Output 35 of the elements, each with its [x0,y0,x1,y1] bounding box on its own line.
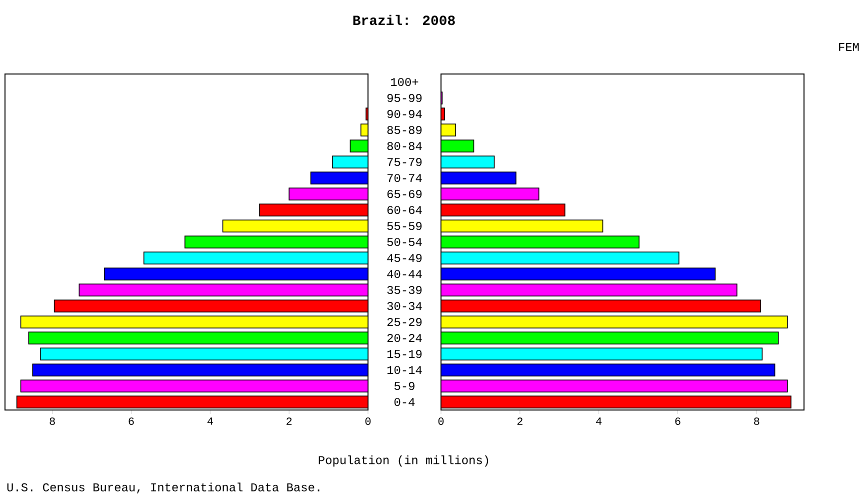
x-tick-label: 2 [517,418,522,425]
y-tick-label: 90-94 [387,110,422,118]
x-tick-label: 0 [365,418,371,425]
y-tick-label: 30-34 [387,302,422,310]
x-tick-label: 6 [128,418,134,425]
y-tick-label: 15-19 [387,350,422,358]
x-tick-label: 8 [754,418,760,425]
x-tick-label: 4 [596,418,602,425]
y-tick-label: 70-74 [387,174,422,182]
y-tick-label: 10-14 [387,366,422,374]
y-tick-label: 40-44 [387,270,422,278]
y-tick-label: 60-64 [387,206,422,214]
text: Brazil: 2008 [353,14,455,26]
x-axis-title: Population (in millions) [318,455,488,467]
y-tick-label: 95-99 [387,94,422,102]
y-tick-label: 25-29 [387,318,422,326]
y-tick-label: 20-24 [387,334,422,342]
y-tick-label: 5-9 [394,382,414,390]
y-tick-label: 75-79 [387,158,422,166]
y-tick-label: 35-39 [387,286,422,294]
text: FEM [839,43,859,51]
x-tick-label: 6 [675,418,680,425]
y-tick-label: 85-89 [387,126,422,134]
x-tick-label: 8 [50,418,55,425]
y-tick-label: 0-4 [394,398,415,406]
y-tick-label: 80-84 [387,142,422,150]
y-tick-label: 65-69 [387,190,422,198]
x-tick-label: 0 [438,418,444,425]
y-tick-label: 100+ [391,78,418,86]
y-tick-label: 55-59 [387,222,422,230]
x-tick-label: 4 [207,418,213,425]
x-tick-label: 2 [286,418,292,425]
y-tick-label: 45-49 [387,254,422,262]
y-tick-label: 50-54 [387,238,422,246]
text: U.S. Census Bureau, International Data Base. [7,482,320,494]
